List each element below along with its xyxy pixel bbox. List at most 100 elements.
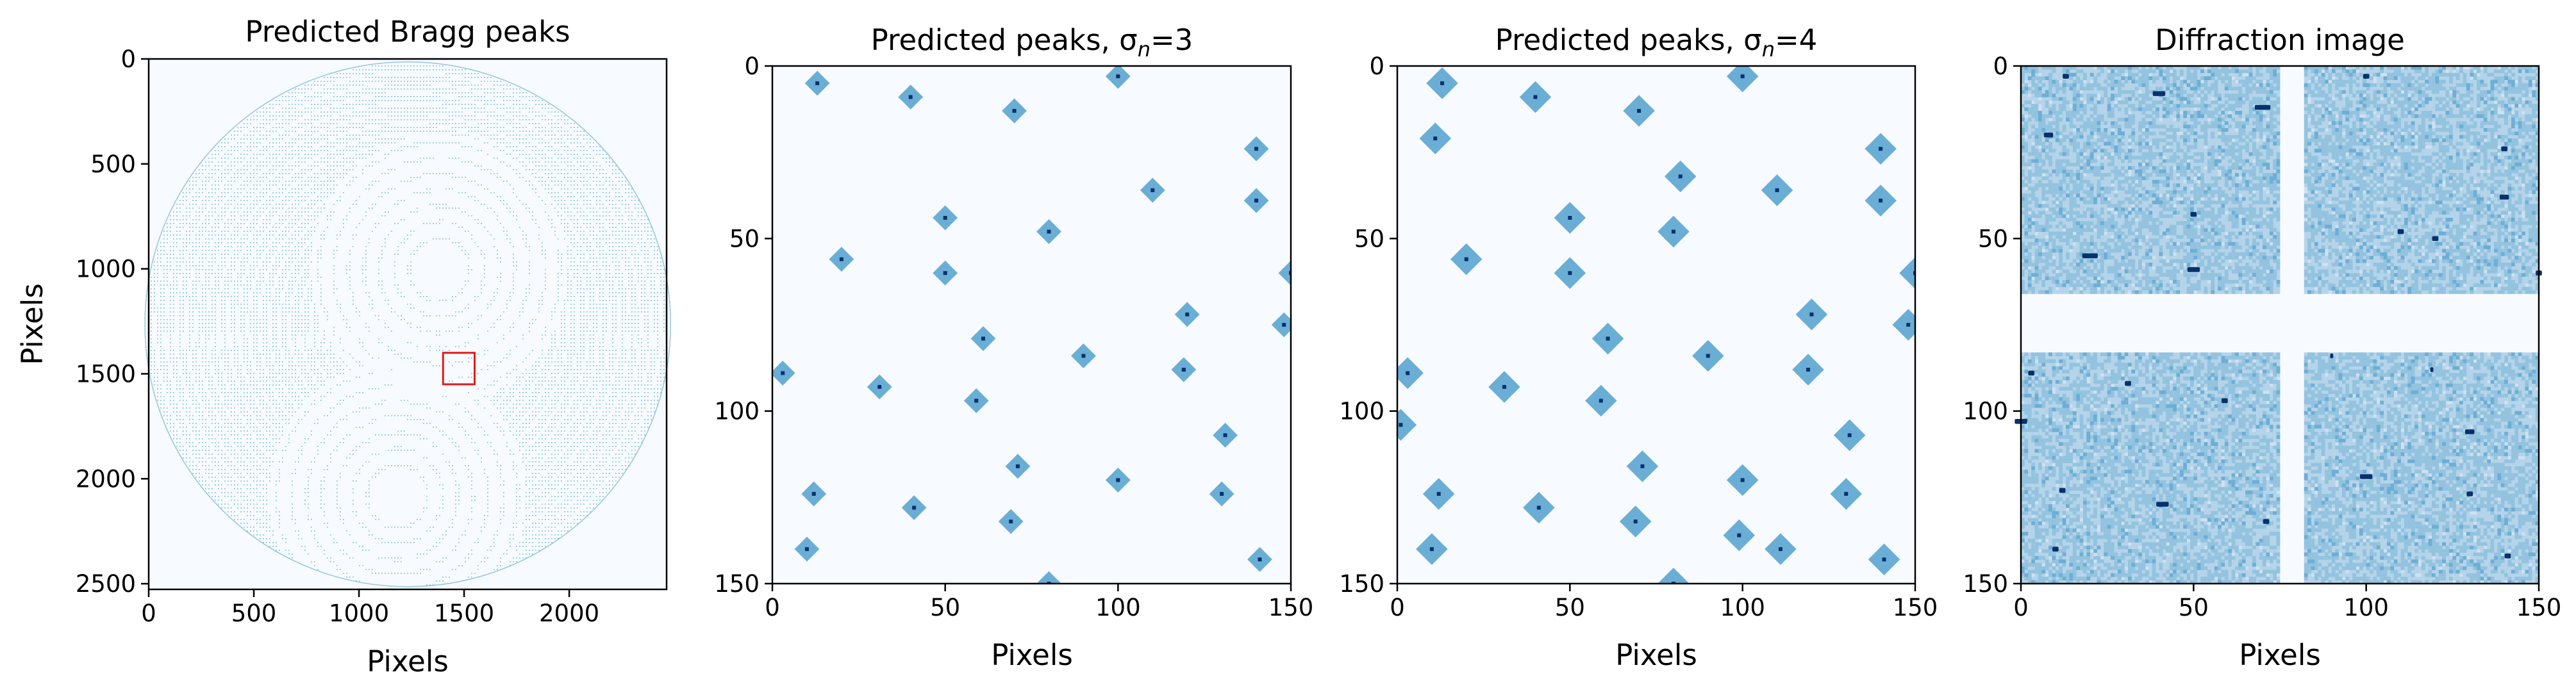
peak-center bbox=[1806, 368, 1811, 372]
panel-2-xlabel: Pixels bbox=[991, 638, 1073, 672]
bright-spot bbox=[2501, 146, 2507, 152]
x-tick-label: 50 bbox=[1555, 594, 1585, 621]
peak-center bbox=[943, 271, 947, 275]
panel-2-background bbox=[772, 66, 1291, 584]
peak-center bbox=[1181, 368, 1186, 372]
y-tick-label: 2000 bbox=[76, 465, 136, 493]
peak-center bbox=[1737, 533, 1741, 537]
bright-spot bbox=[2263, 519, 2270, 524]
bright-spot bbox=[2363, 74, 2370, 79]
panel-1-peak-marks bbox=[144, 61, 671, 587]
peak-center bbox=[815, 81, 820, 85]
bright-spot bbox=[2052, 546, 2059, 552]
peak-center bbox=[1740, 74, 1745, 79]
panel-bragg-peaks: Predicted Bragg peaks 0 500 1000 1500 2000 0 5… bbox=[15, 15, 671, 678]
panel-3-peak-marks bbox=[1397, 66, 1915, 584]
bright-spot bbox=[2043, 132, 2054, 138]
peak-center bbox=[908, 95, 913, 99]
noise-layer bbox=[2021, 66, 2539, 584]
peak-blob bbox=[1036, 571, 1061, 584]
panel-4-title: Diffraction image bbox=[2155, 23, 2405, 57]
peak-center bbox=[1778, 547, 1782, 552]
peak-center bbox=[1429, 547, 1434, 552]
panel-1-frame bbox=[147, 58, 668, 591]
panel-predicted-sigma-3: Predicted peaks, σn=3 0 50 100 150050100150… bbox=[714, 23, 1313, 672]
peak-center bbox=[1116, 478, 1120, 482]
peak-center bbox=[1599, 398, 1603, 403]
bright-spot bbox=[2156, 502, 2169, 507]
peak-center bbox=[1847, 433, 1852, 438]
peak-center bbox=[1809, 312, 1814, 316]
y-tick-label: 0 bbox=[744, 53, 760, 80]
panel-2-frame bbox=[771, 65, 1292, 585]
bright-spot bbox=[2466, 491, 2473, 496]
peak-blob bbox=[1397, 409, 1417, 441]
peak-center bbox=[1606, 336, 1610, 341]
peak-center bbox=[1637, 109, 1641, 113]
peak-center bbox=[1678, 174, 1683, 179]
peak-center bbox=[877, 384, 882, 389]
x-tick-label: 1500 bbox=[434, 600, 494, 627]
x-tick-label: 100 bbox=[1720, 594, 1765, 621]
peak-blob bbox=[1278, 260, 1291, 286]
bright-spot bbox=[2221, 398, 2228, 404]
peak-center bbox=[1399, 423, 1403, 427]
peak-blob bbox=[1658, 568, 1690, 584]
peak-center bbox=[1254, 199, 1259, 203]
panel-3-title-main: Predicted peaks, σ bbox=[1495, 23, 1762, 57]
x-tick-label: 0 bbox=[1390, 594, 1405, 621]
peak-center bbox=[1436, 491, 1441, 496]
x-tick-label: 150 bbox=[2516, 594, 2562, 621]
y-tick-label: 50 bbox=[729, 225, 760, 252]
bright-spot bbox=[2059, 488, 2066, 493]
peak-center bbox=[781, 371, 785, 375]
peak-center bbox=[1502, 384, 1506, 389]
x-tick-label: 150 bbox=[1893, 594, 1938, 621]
x-tick-label: 1000 bbox=[329, 600, 389, 627]
peak-group bbox=[1397, 66, 1915, 584]
y-tick-label: 0 bbox=[1369, 53, 1384, 80]
peak-center bbox=[1464, 257, 1468, 261]
peak-center bbox=[1223, 433, 1227, 438]
bright-spot bbox=[2028, 370, 2035, 376]
x-tick-label: 150 bbox=[1268, 594, 1314, 621]
noise-layer bbox=[2021, 66, 2539, 584]
panel-2-title: Predicted peaks, σn=3 bbox=[871, 23, 1193, 62]
bright-spot bbox=[2125, 381, 2131, 386]
peak-center bbox=[1633, 520, 1638, 524]
y-tick-label: 0 bbox=[120, 45, 136, 73]
peak-center bbox=[1568, 271, 1572, 275]
bright-spot bbox=[2063, 74, 2069, 79]
peak-center bbox=[1289, 271, 1291, 275]
y-tick-label: 0 bbox=[1993, 53, 2008, 80]
panel-2-title-main: Predicted peaks, σ bbox=[871, 23, 1138, 57]
peak-center bbox=[1220, 491, 1224, 496]
peak-center bbox=[1012, 109, 1017, 113]
peak-center bbox=[1009, 520, 1013, 524]
panel-3-xlabel: Pixels bbox=[1615, 638, 1697, 672]
y-tick-label: 150 bbox=[714, 570, 760, 598]
x-tick-label: 100 bbox=[1095, 594, 1141, 621]
y-tick-label: 1500 bbox=[76, 360, 136, 388]
peak-center bbox=[974, 398, 979, 403]
bright-spot bbox=[2464, 429, 2475, 434]
peak-center bbox=[1282, 323, 1286, 327]
peak-center bbox=[1047, 582, 1051, 584]
x-tick-label: 0 bbox=[141, 600, 156, 627]
peak-center bbox=[1151, 188, 1155, 192]
peak-center bbox=[943, 216, 947, 220]
peak-center bbox=[839, 257, 843, 261]
peak-center bbox=[1533, 95, 1538, 99]
panel-2-title-suffix: =3 bbox=[1151, 23, 1193, 57]
bright-spot bbox=[2430, 367, 2434, 372]
peak-center bbox=[1879, 199, 1883, 203]
bright-spot bbox=[2432, 236, 2439, 242]
x-tick-label: 0 bbox=[765, 594, 780, 621]
peak-center bbox=[981, 336, 985, 341]
peak-center bbox=[1406, 371, 1410, 375]
panel-4-xlabel: Pixels bbox=[2239, 638, 2321, 672]
peak-center bbox=[1536, 505, 1541, 510]
